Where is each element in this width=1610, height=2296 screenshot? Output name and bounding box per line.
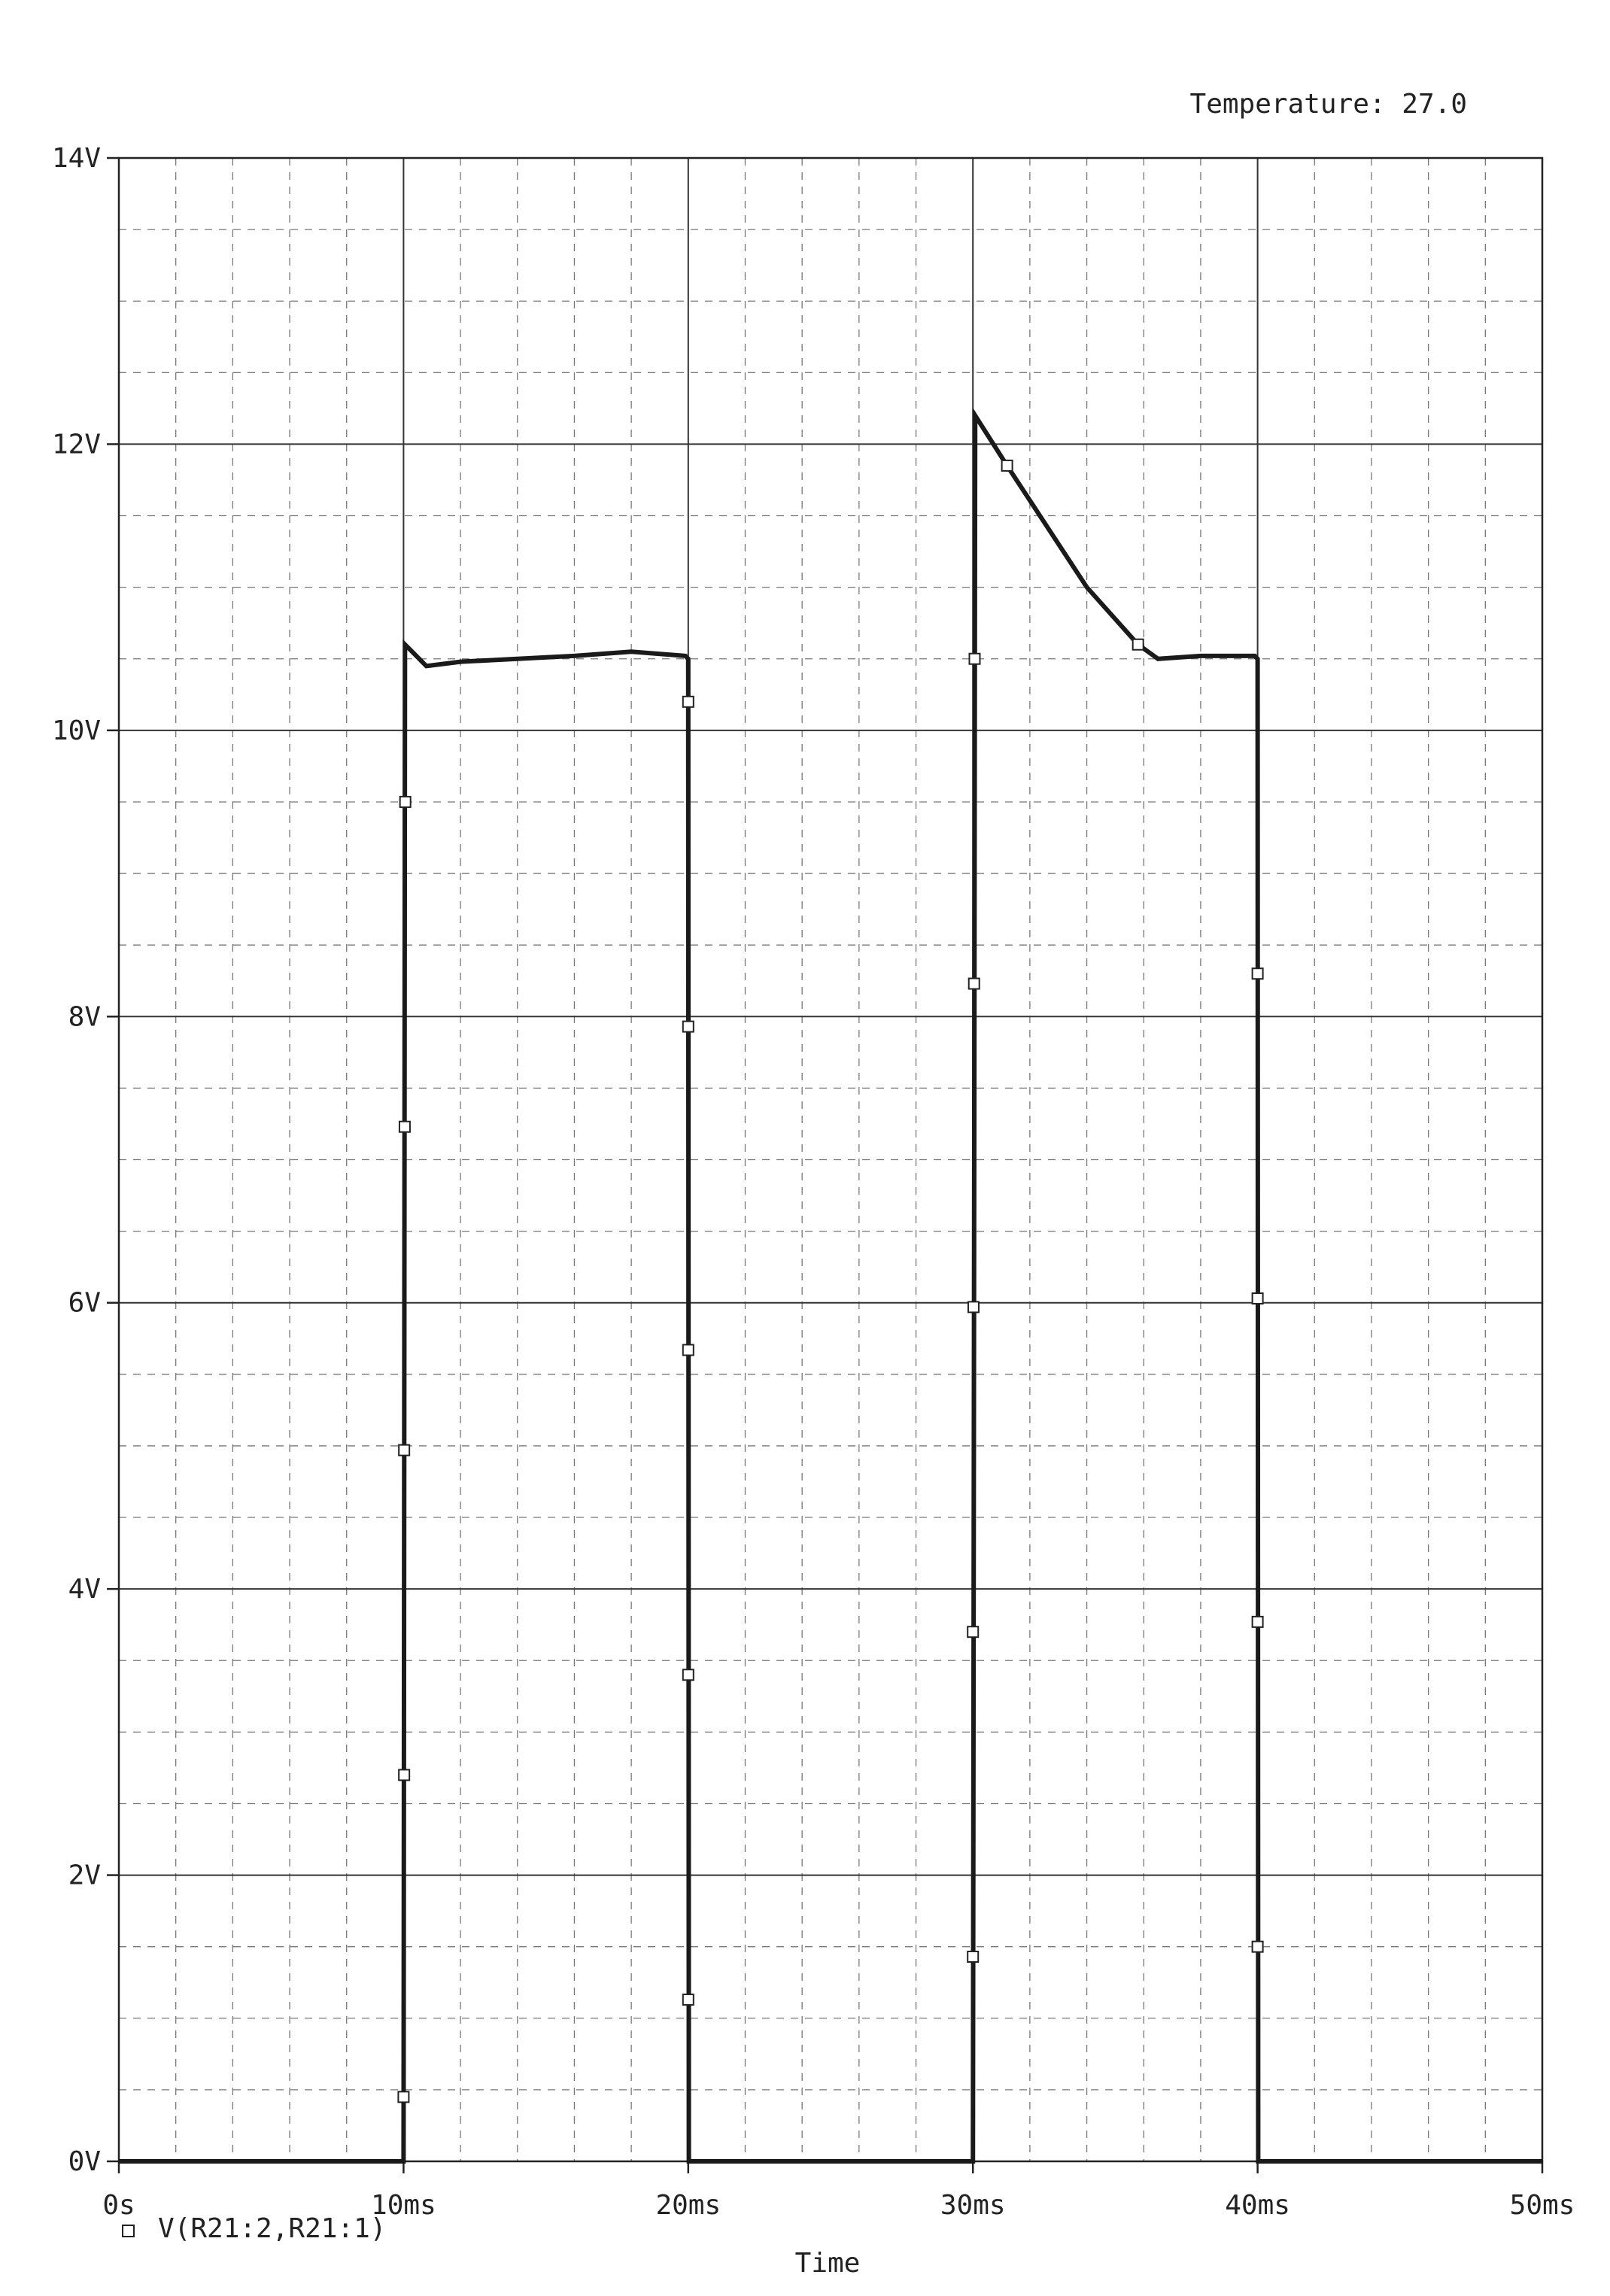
- minor-grid: [119, 158, 1542, 2161]
- y-tick-label: 8V: [68, 1001, 101, 1032]
- data-point-marker: [682, 1669, 694, 1681]
- y-tick-label: 0V: [68, 2146, 101, 2177]
- data-point-marker: [967, 1301, 980, 1314]
- x-tick-label: 50ms: [1510, 2190, 1575, 2221]
- data-point-marker: [968, 652, 981, 665]
- y-tick-label: 12V: [52, 429, 101, 460]
- data-point-marker: [1251, 1940, 1264, 1953]
- marker-layer: [397, 459, 1264, 2103]
- y-tick-label: 14V: [52, 143, 101, 174]
- data-point-marker: [968, 977, 980, 990]
- legend-label: V(R21:2,R21:1): [158, 2213, 386, 2244]
- x-tick-label: 10ms: [371, 2190, 436, 2221]
- y-tick-label: 6V: [68, 1288, 101, 1319]
- plot-border: [117, 156, 1544, 2163]
- data-point-marker: [682, 1344, 694, 1356]
- data-point-marker: [398, 1769, 411, 1781]
- series-line-0: [119, 408, 1542, 2164]
- legend-marker-icon: [122, 2225, 135, 2237]
- x-tick-label: 40ms: [1225, 2190, 1290, 2221]
- series-layer: [119, 408, 1542, 2164]
- data-point-marker: [682, 1020, 694, 1033]
- plot-frame: [107, 156, 1544, 2173]
- y-axis-tick-labels: 0V 2V 4V 6V 8V 10V 12V 14V: [52, 143, 101, 2177]
- data-point-marker: [1132, 638, 1144, 651]
- y-tick-label: 10V: [52, 715, 101, 746]
- data-point-marker: [967, 1626, 980, 1638]
- data-point-marker: [1001, 459, 1013, 472]
- x-axis-tick-labels: 0s 10ms 20ms 30ms 40ms 50ms: [102, 2190, 1575, 2221]
- y-tick-label: 2V: [68, 1860, 101, 1891]
- x-tick-label: 20ms: [655, 2190, 721, 2221]
- data-point-marker: [1251, 967, 1264, 980]
- data-point-marker: [398, 1444, 411, 1456]
- data-point-marker: [682, 1994, 694, 2006]
- y-tick-label: 4V: [68, 1574, 101, 1605]
- major-grid: [119, 158, 1542, 2161]
- data-point-marker: [397, 2091, 410, 2103]
- data-point-marker: [682, 695, 694, 708]
- legend: V(R21:2,R21:1): [122, 2213, 386, 2244]
- x-tick-label: 0s: [102, 2190, 135, 2221]
- data-point-marker: [1251, 1615, 1264, 1628]
- temperature-label: Temperature: 27.0: [1190, 89, 1467, 120]
- data-point-marker: [967, 1950, 980, 1963]
- x-axis-label: Time: [795, 2248, 861, 2279]
- x-tick-label: 30ms: [940, 2190, 1006, 2221]
- data-point-marker: [399, 795, 412, 808]
- data-point-marker: [398, 1120, 411, 1133]
- data-point-marker: [1251, 1292, 1264, 1305]
